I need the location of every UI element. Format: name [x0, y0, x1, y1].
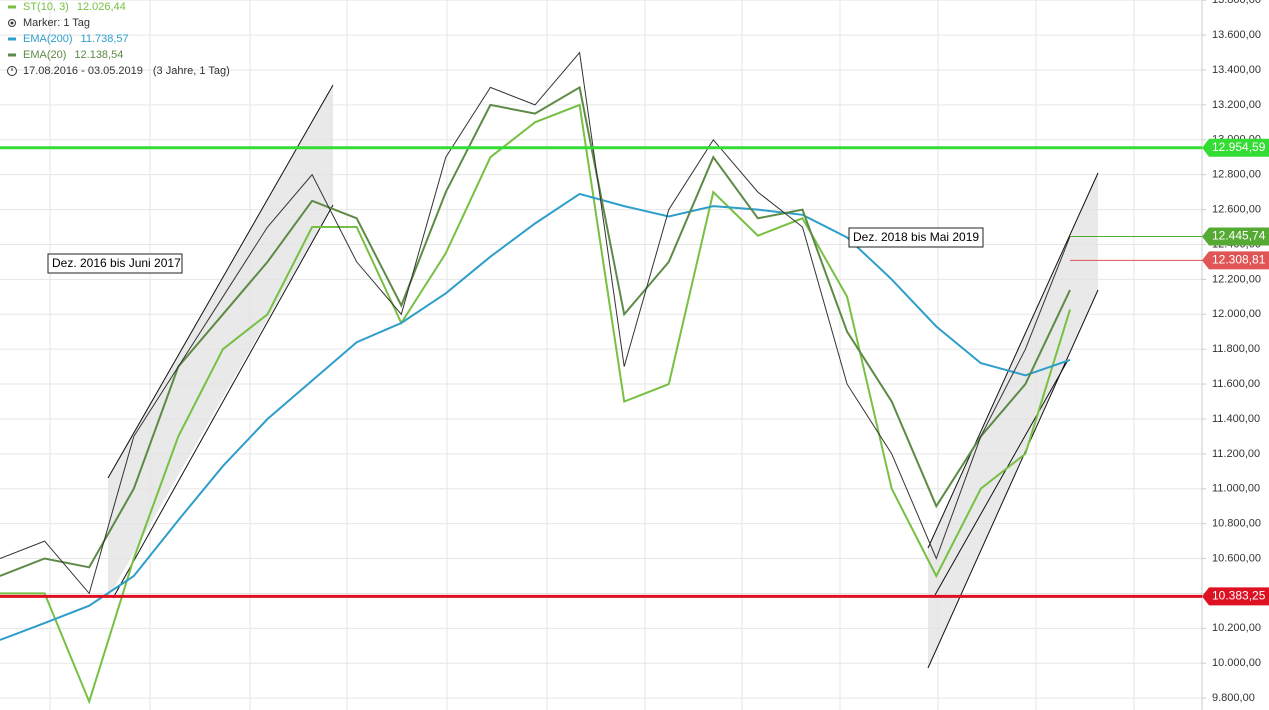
legend-label: EMA(200): [23, 33, 73, 45]
legend-value: 11.738,57: [81, 33, 129, 45]
annotation: Dez. 2016 bis Juni 2017: [52, 256, 181, 270]
y-tick-label: 9.800,00: [1212, 692, 1255, 704]
price-tag-label: 12.445,74: [1212, 229, 1266, 243]
date-range: 17.08.2016 - 03.05.2019: [23, 65, 143, 77]
series-line: [0, 103, 1071, 705]
price-tag-label: 12.954,59: [1212, 140, 1266, 154]
price-tag: [1202, 138, 1269, 157]
legend-icon: [10, 21, 14, 25]
trend-channels: [107, 84, 1099, 669]
y-tick-label: 11.400,00: [1212, 413, 1260, 425]
y-tick-label: 11.800,00: [1212, 343, 1260, 355]
y-tick-label: 12.800,00: [1212, 169, 1261, 181]
price-tag: [1202, 227, 1269, 246]
series-line: [0, 51, 1071, 595]
y-tick-label: 12.200,00: [1212, 273, 1261, 285]
legend-icon: [8, 19, 16, 27]
series-line: [0, 192, 1071, 641]
price-tag-label: 10.383,25: [1212, 589, 1266, 603]
y-tick-label: 10.800,00: [1212, 518, 1261, 530]
y-tick-label: 13.600,00: [1212, 29, 1261, 41]
price-tag: [1202, 587, 1269, 606]
overlays: 12.954,59 10.383,25 12.445,74 12.308,81: [0, 138, 1269, 606]
y-tick-label: 10.000,00: [1212, 657, 1261, 669]
legend-label: Marker: 1 Tag: [23, 17, 90, 29]
date-span: (3 Jahre, 1 Tag): [153, 65, 230, 77]
y-tick-label: 12.000,00: [1212, 308, 1261, 320]
y-tick-label: 13.800,00: [1212, 0, 1261, 6]
clock-icon: [7, 66, 17, 76]
y-tick-label: 10.200,00: [1212, 622, 1261, 634]
y-tick-label: 13.400,00: [1212, 64, 1261, 76]
y-tick-label: 10.600,00: [1212, 552, 1261, 564]
legend-label: EMA(20): [23, 49, 66, 61]
legend-value: 12.026,44: [77, 1, 126, 13]
price-tag: [1202, 251, 1269, 270]
horizontal-grid: [0, 0, 1202, 699]
y-tick-label: 11.200,00: [1212, 448, 1260, 460]
price-tag-label: 12.308,81: [1212, 253, 1266, 267]
legend-label: ST(10, 3): [23, 1, 69, 13]
y-tick-label: 13.200,00: [1212, 99, 1261, 111]
legend-value: 12.138,54: [74, 49, 123, 61]
annotations: Dez. 2016 bis Juni 2017 Dez. 2018 bis Ma…: [47, 227, 984, 274]
series-lines: [0, 51, 1071, 705]
y-tick-label: 11.600,00: [1212, 378, 1260, 390]
annotation: Dez. 2018 bis Mai 2019: [853, 230, 979, 244]
y-tick-label: 11.000,00: [1212, 483, 1260, 495]
y-tick-label: 12.600,00: [1212, 203, 1261, 215]
